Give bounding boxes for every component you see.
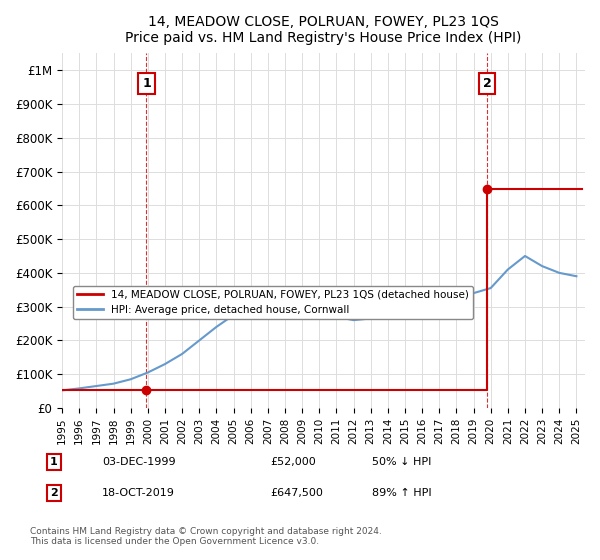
Text: 2: 2 [483, 77, 491, 90]
Text: Contains HM Land Registry data © Crown copyright and database right 2024.
This d: Contains HM Land Registry data © Crown c… [30, 526, 382, 546]
Text: 18-OCT-2019: 18-OCT-2019 [102, 488, 175, 498]
Text: £647,500: £647,500 [270, 488, 323, 498]
Text: 89% ↑ HPI: 89% ↑ HPI [372, 488, 431, 498]
Text: 03-DEC-1999: 03-DEC-1999 [102, 457, 176, 467]
Text: 50% ↓ HPI: 50% ↓ HPI [372, 457, 431, 467]
Text: £52,000: £52,000 [270, 457, 316, 467]
Legend: 14, MEADOW CLOSE, POLRUAN, FOWEY, PL23 1QS (detached house), HPI: Average price,: 14, MEADOW CLOSE, POLRUAN, FOWEY, PL23 1… [73, 286, 473, 319]
Text: 1: 1 [50, 457, 58, 467]
Title: 14, MEADOW CLOSE, POLRUAN, FOWEY, PL23 1QS
Price paid vs. HM Land Registry's Hou: 14, MEADOW CLOSE, POLRUAN, FOWEY, PL23 1… [125, 15, 522, 45]
Text: 1: 1 [142, 77, 151, 90]
Text: 2: 2 [50, 488, 58, 498]
